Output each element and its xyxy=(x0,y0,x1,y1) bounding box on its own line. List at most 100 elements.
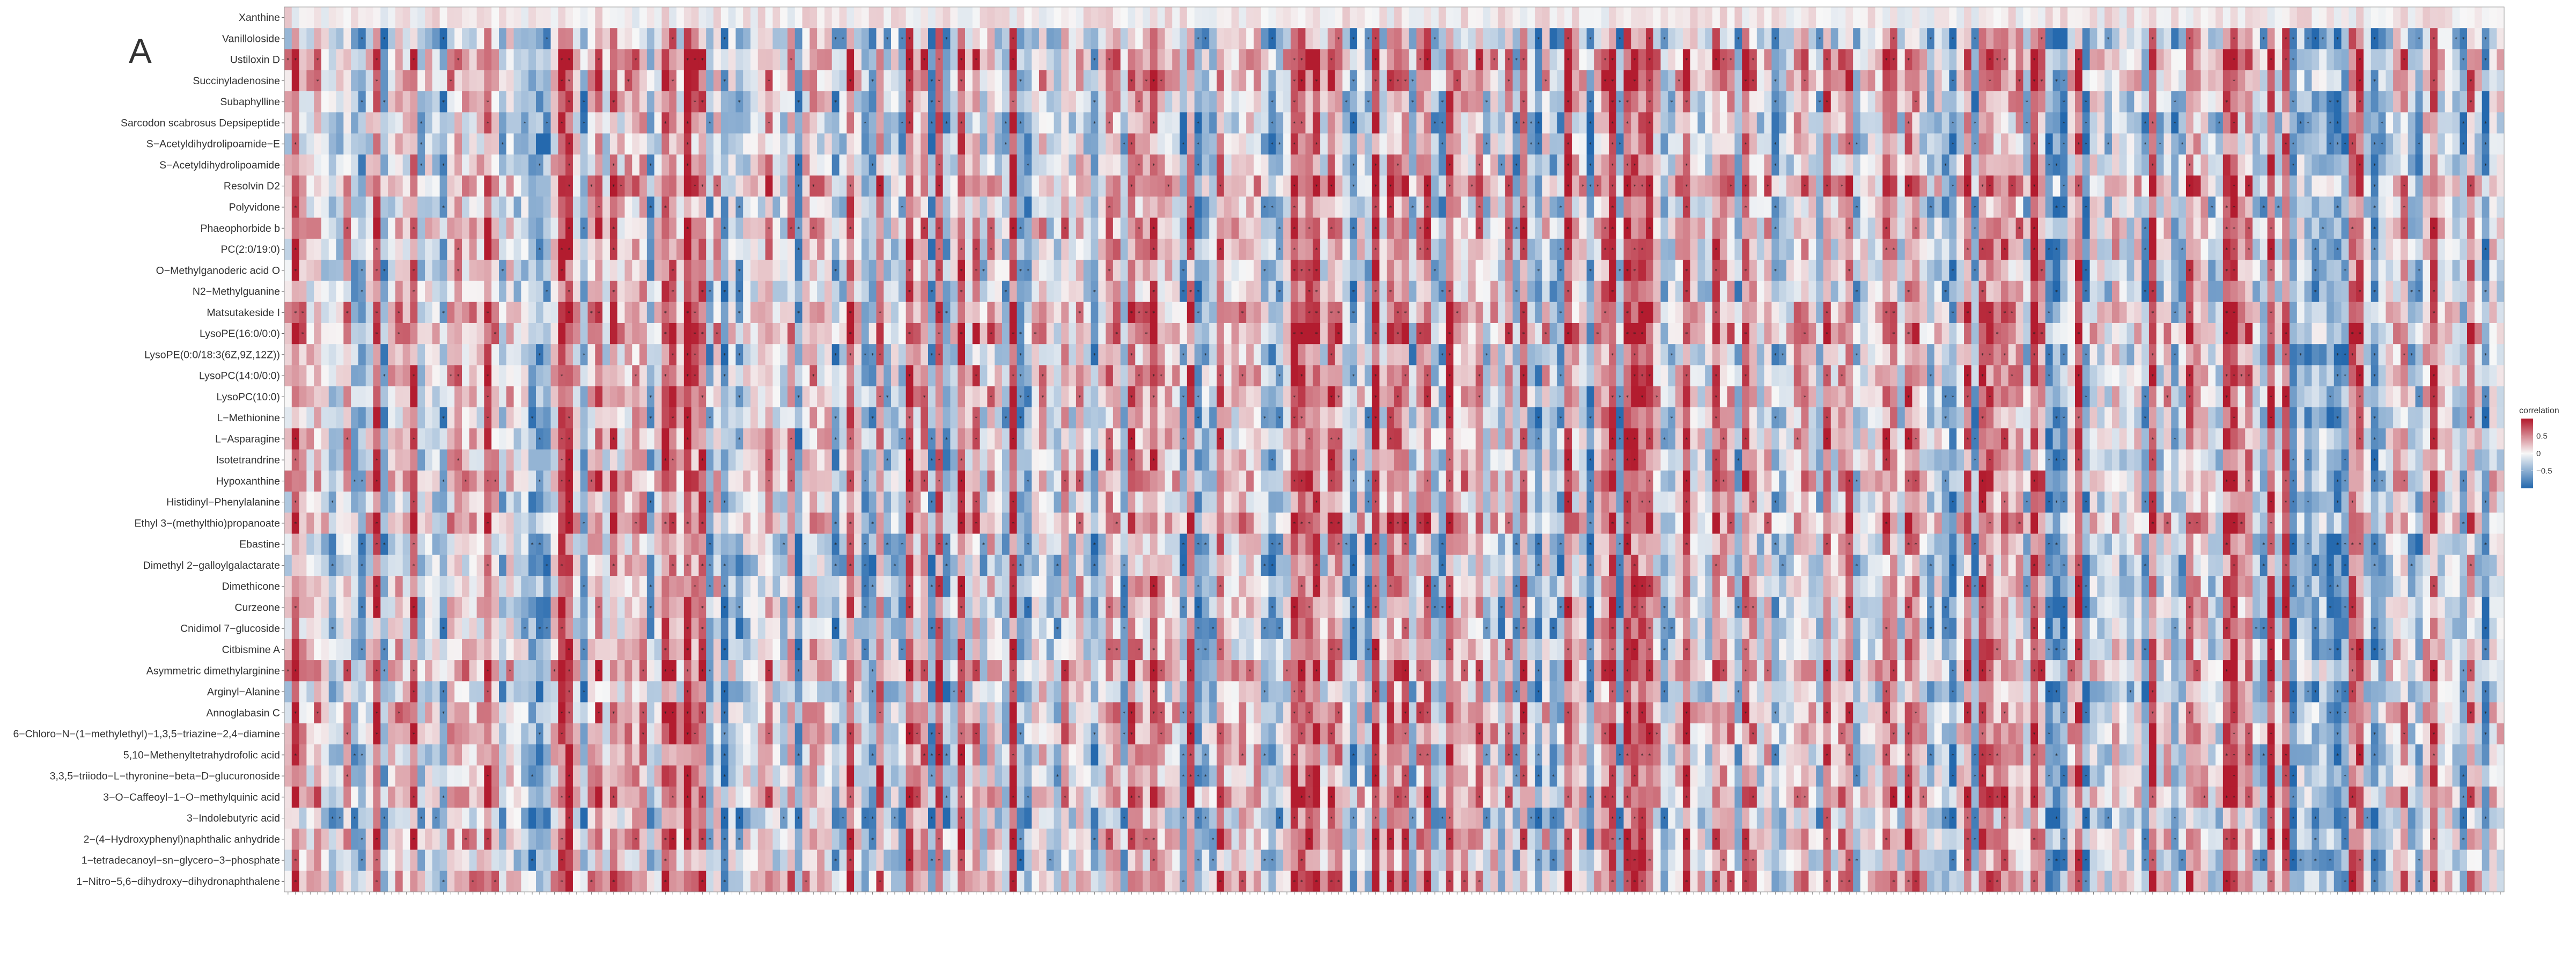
heatmap-cell xyxy=(1830,154,1838,176)
heatmap-cell xyxy=(861,28,870,49)
heatmap-cell xyxy=(713,344,722,365)
heatmap-cell xyxy=(2052,112,2060,134)
heatmap-cell xyxy=(1216,133,1225,155)
heatmap-cell xyxy=(2216,217,2224,239)
heatmap-cell xyxy=(1002,196,1010,218)
heatmap-cell xyxy=(2326,112,2335,134)
heatmap-cell xyxy=(1882,260,1890,281)
heatmap-cell xyxy=(980,28,988,49)
heatmap-cell xyxy=(1076,175,1084,197)
heatmap-cell xyxy=(2171,7,2179,28)
heatmap-cell xyxy=(1764,7,1772,28)
heatmap-cell xyxy=(1705,281,1713,303)
heatmap-cell xyxy=(402,238,410,260)
heatmap-cell xyxy=(1076,49,1084,71)
heatmap-cell xyxy=(1106,260,1114,281)
heatmap-cell xyxy=(432,112,440,134)
heatmap-cell xyxy=(1586,70,1594,92)
heatmap-cell xyxy=(343,238,351,260)
heatmap-cell xyxy=(1690,344,1698,365)
heatmap-cell xyxy=(987,281,995,303)
heatmap-cell xyxy=(1734,70,1742,92)
heatmap-cell xyxy=(1690,302,1698,324)
heatmap-cell xyxy=(2415,28,2423,49)
heatmap-cell xyxy=(2467,196,2475,218)
heatmap-cell xyxy=(1682,70,1691,92)
heatmap-cell xyxy=(469,281,477,303)
heatmap-cell xyxy=(410,302,418,324)
heatmap-cell xyxy=(1179,28,1188,49)
heatmap-cell xyxy=(550,7,558,28)
heatmap-cell xyxy=(2326,175,2335,197)
heatmap-cell xyxy=(735,196,744,218)
heatmap-cell xyxy=(1475,238,1483,260)
heatmap-cell xyxy=(772,133,781,155)
heatmap-cell xyxy=(1394,217,1402,239)
heatmap-cell xyxy=(1209,217,1217,239)
heatmap-cell xyxy=(906,196,914,218)
heatmap-cell xyxy=(809,112,818,134)
heatmap-cell xyxy=(1438,302,1446,324)
heatmap-cell xyxy=(965,260,973,281)
heatmap-cell xyxy=(817,49,825,71)
heatmap-cell xyxy=(462,7,470,28)
heatmap-cell xyxy=(2008,7,2016,28)
heatmap-cell xyxy=(1017,133,1025,155)
heatmap-cell xyxy=(1364,91,1373,113)
heatmap-cell xyxy=(2111,302,2120,324)
heatmap-cell xyxy=(1572,133,1580,155)
heatmap-cell xyxy=(1823,70,1831,92)
heatmap-cell xyxy=(2371,175,2379,197)
heatmap-cell xyxy=(321,112,329,134)
heatmap-cell xyxy=(469,323,477,345)
heatmap-cell xyxy=(884,281,892,303)
heatmap-cell xyxy=(1660,260,1668,281)
heatmap-cell xyxy=(2060,281,2068,303)
heatmap-cell xyxy=(543,302,551,324)
heatmap-cell xyxy=(691,49,699,71)
heatmap-cell xyxy=(1875,91,1883,113)
heatmap-cell xyxy=(891,175,899,197)
heatmap-cell xyxy=(1623,91,1631,113)
heatmap-cell xyxy=(565,154,573,176)
heatmap-cell xyxy=(1076,28,1084,49)
heatmap-cell xyxy=(602,112,610,134)
heatmap-cell xyxy=(1638,260,1646,281)
heatmap-cell xyxy=(447,133,455,155)
heatmap-cell xyxy=(802,217,810,239)
heatmap-cell xyxy=(1061,175,1069,197)
heatmap-cell xyxy=(654,175,662,197)
heatmap-cell xyxy=(676,344,685,365)
heatmap-cell xyxy=(2134,112,2142,134)
heatmap-cell xyxy=(1468,344,1476,365)
heatmap-cell xyxy=(617,238,625,260)
heatmap-cell xyxy=(743,260,751,281)
heatmap-cell xyxy=(2156,49,2164,71)
heatmap-cells xyxy=(284,6,2505,892)
heatmap-cell xyxy=(388,238,396,260)
heatmap-cell xyxy=(1793,112,1802,134)
heatmap-cell xyxy=(1853,112,1861,134)
heatmap-cell xyxy=(1069,281,1077,303)
heatmap-cell xyxy=(2452,112,2460,134)
heatmap-cell xyxy=(425,344,433,365)
heatmap-cell xyxy=(2400,175,2409,197)
heatmap-cell xyxy=(417,260,425,281)
heatmap-cell xyxy=(1372,196,1380,218)
heatmap-cell xyxy=(2038,49,2046,71)
heatmap-cell xyxy=(587,154,595,176)
heatmap-cell xyxy=(513,196,521,218)
heatmap-cell xyxy=(1853,49,1861,71)
heatmap-cell xyxy=(587,196,595,218)
heatmap-cell xyxy=(2253,112,2261,134)
heatmap-cell xyxy=(1475,196,1483,218)
heatmap-cell xyxy=(1623,344,1631,365)
heatmap-cell xyxy=(2008,112,2016,134)
heatmap-cell xyxy=(1616,112,1624,134)
heatmap-cell xyxy=(847,112,855,134)
heatmap-cell xyxy=(506,91,514,113)
heatmap-cell xyxy=(395,196,403,218)
heatmap-cell xyxy=(565,217,573,239)
heatmap-cell xyxy=(669,154,677,176)
heatmap-cell xyxy=(2437,91,2446,113)
